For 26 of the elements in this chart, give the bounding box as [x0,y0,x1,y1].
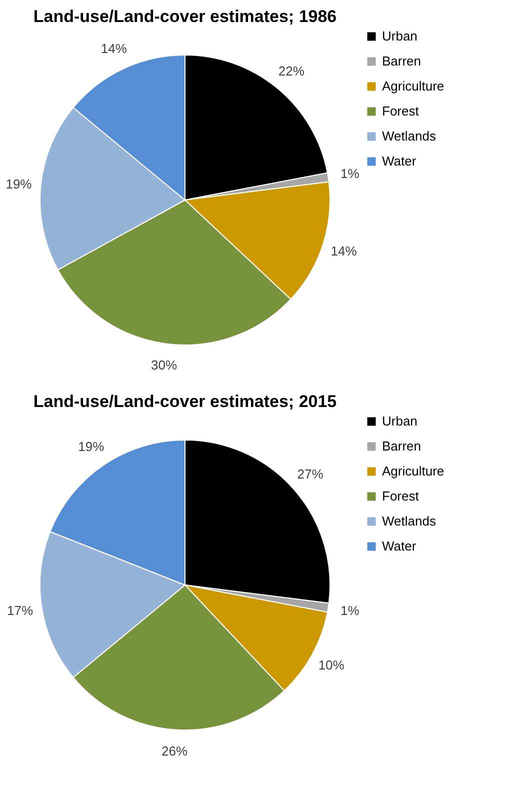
data-label: 19% [78,438,105,454]
data-label: 1% [340,166,360,181]
data-label: 26% [162,744,188,759]
legend-label: Urban [382,414,418,428]
legend-label: Urban [382,28,418,44]
legend-label: Forest [382,104,420,118]
legend-label: Water [382,538,417,554]
legend-label: Water [382,154,417,168]
legend-label: Agriculture [382,464,444,478]
data-label: 27% [297,466,324,482]
data-label: 19% [6,176,32,192]
legend-label: Agriculture [382,78,444,94]
legend-label: Wetlands [382,514,436,528]
chart-title: Land-use/Land-cover estimates; 1986 [33,7,337,26]
data-label: 30% [151,358,178,373]
data-label: 14% [100,40,128,56]
legend-label: Wetlands [382,128,436,144]
legend-label: Barren [382,54,422,68]
data-label: 17% [7,603,34,618]
legend-label: Barren [382,438,422,454]
chart-title: Land-use/Land-cover estimates; 2015 [33,392,337,411]
data-label: 10% [318,657,345,672]
data-label: 14% [330,244,358,259]
data-label: 1% [340,603,360,618]
legend-label: Forest [382,488,420,504]
data-label: 22% [278,63,305,78]
